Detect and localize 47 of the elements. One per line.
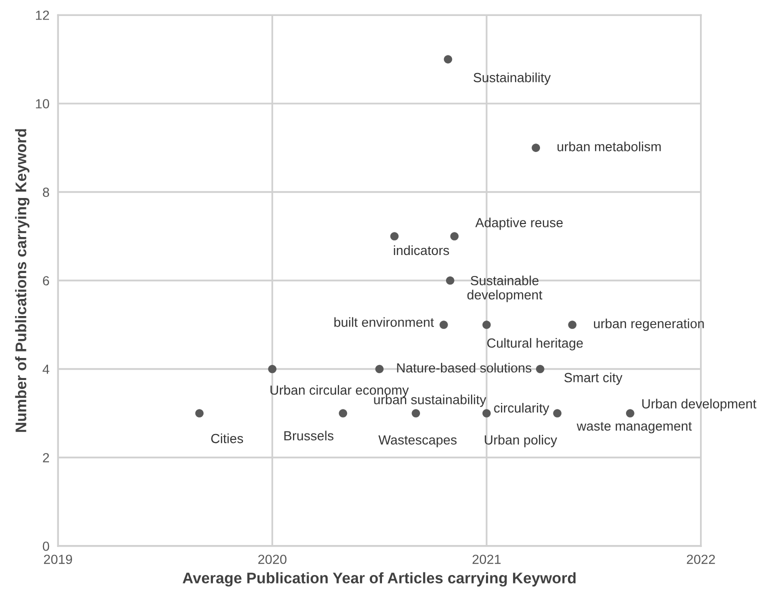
annotation: Urban development — [642, 398, 756, 412]
annotation: Brussels — [284, 430, 334, 440]
annotation: waste management — [576, 422, 692, 434]
annotation: Cultural heritage — [487, 338, 583, 350]
y-tick-label: 6 — [42, 276, 50, 286]
annotation: circularity — [494, 402, 550, 416]
x-tick-label: 2020 — [258, 554, 286, 564]
annotation: Cities — [211, 434, 244, 444]
point — [446, 276, 454, 285]
point — [338, 409, 348, 418]
x-tick-label: 2021 — [472, 554, 501, 564]
point — [412, 409, 420, 418]
point — [440, 320, 448, 329]
point — [626, 409, 634, 418]
point — [268, 364, 276, 374]
y-tick-label: 0 — [42, 542, 50, 551]
point — [553, 409, 562, 418]
annotation: built environment — [334, 317, 434, 327]
point — [536, 364, 544, 374]
y-tick-label: 10 — [36, 99, 50, 108]
x-axis-title: Average Publication Year of Articles carrying Keyword — [182, 572, 576, 587]
annotation: Adaptive reuse — [475, 218, 563, 230]
annotation: Sustainable development — [467, 276, 542, 302]
point — [482, 409, 491, 418]
annotation: urban metabolism — [558, 142, 661, 152]
annotation: indicators — [394, 245, 450, 256]
y-tick-label: 8 — [42, 188, 50, 197]
y-axis-title: Number of Publications carrying Keyword — [15, 129, 30, 432]
point — [532, 144, 540, 152]
point — [568, 320, 576, 329]
y-tick-label: 2 — [42, 453, 49, 462]
point — [444, 55, 452, 64]
annotation: Smart city — [564, 372, 622, 385]
annotation: Wastescapes — [378, 435, 457, 448]
point — [450, 232, 459, 240]
y-tick-label: 4 — [42, 364, 50, 374]
x-tick-label: 2019 — [44, 554, 72, 564]
annotation: Nature-based solutions — [397, 362, 532, 373]
point — [195, 409, 204, 418]
annotation: urban regeneration — [594, 318, 704, 331]
y-tick-label: 12 — [36, 10, 49, 20]
point — [482, 320, 491, 329]
point — [390, 232, 399, 240]
x-tick-label: 2022 — [686, 554, 715, 564]
annotation: Urban policy — [484, 434, 558, 448]
annotation: Sustainability — [474, 72, 551, 85]
point — [375, 364, 384, 374]
